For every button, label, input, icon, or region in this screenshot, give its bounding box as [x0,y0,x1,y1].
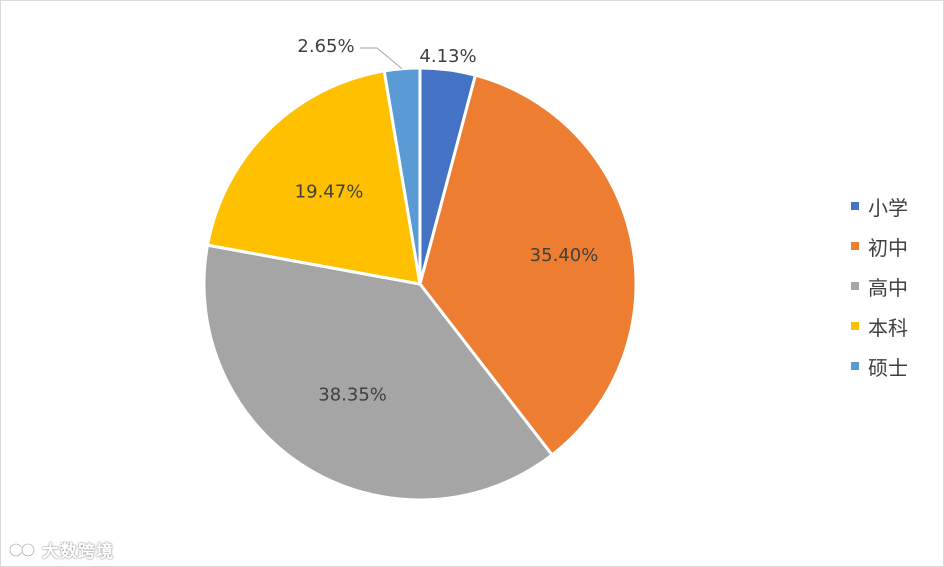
leader-line-5 [360,47,403,70]
legend-swatch [851,202,859,210]
legend-swatch [851,362,859,370]
data-label-3: 38.35% [318,385,387,406]
data-label-2: 35.40% [530,245,599,266]
legend-label: 小学 [868,195,908,220]
data-label-1: 4.13% [419,46,476,67]
legend-label: 硕士 [868,355,908,380]
watermark: 大数跨境 [8,537,114,562]
legend-item-1: 小学 [851,186,908,226]
legend-item-3: 高中 [851,266,908,306]
legend-swatch [851,282,859,290]
pie-labels: 4.13% 35.40% 38.35% 19.47% 2.65% [295,36,599,406]
pie-slice-4 [206,69,422,286]
legend-label: 本科 [868,315,908,340]
pie-slices [202,66,638,502]
legend-item-4: 本科 [851,306,908,346]
legend-label: 高中 [868,275,908,300]
legend-item-5: 硕士 [851,346,908,386]
watermark-text: 大数跨境 [42,542,114,562]
chart-legend: 小学初中高中本科硕士 [851,186,908,386]
legend-swatch [851,322,859,330]
watermark-logo-icon [8,542,36,557]
data-label-4: 19.47% [295,182,364,203]
pie-slice-3 [202,243,554,502]
legend-item-2: 初中 [851,226,908,266]
legend-swatch [851,242,859,250]
pie-slice-5 [382,66,422,286]
data-label-5: 2.65% [297,36,354,57]
legend-label: 初中 [868,235,908,260]
pie-slice-2 [418,73,638,457]
